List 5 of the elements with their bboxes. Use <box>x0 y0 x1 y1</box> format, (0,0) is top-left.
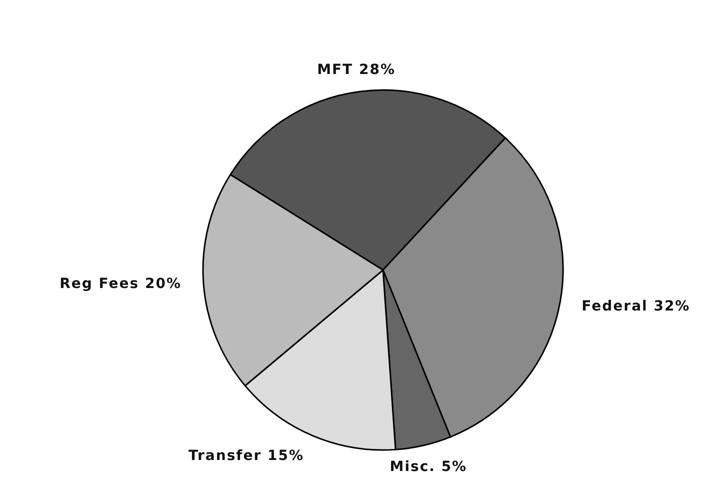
slice-label: Transfer 15% <box>188 448 304 464</box>
slice-label: Misc. 5% <box>390 458 468 475</box>
slice-label: Reg Fees 20% <box>60 276 182 292</box>
slice-label: MFT 28% <box>317 62 396 78</box>
slice-label: Federal 32% <box>582 298 690 314</box>
